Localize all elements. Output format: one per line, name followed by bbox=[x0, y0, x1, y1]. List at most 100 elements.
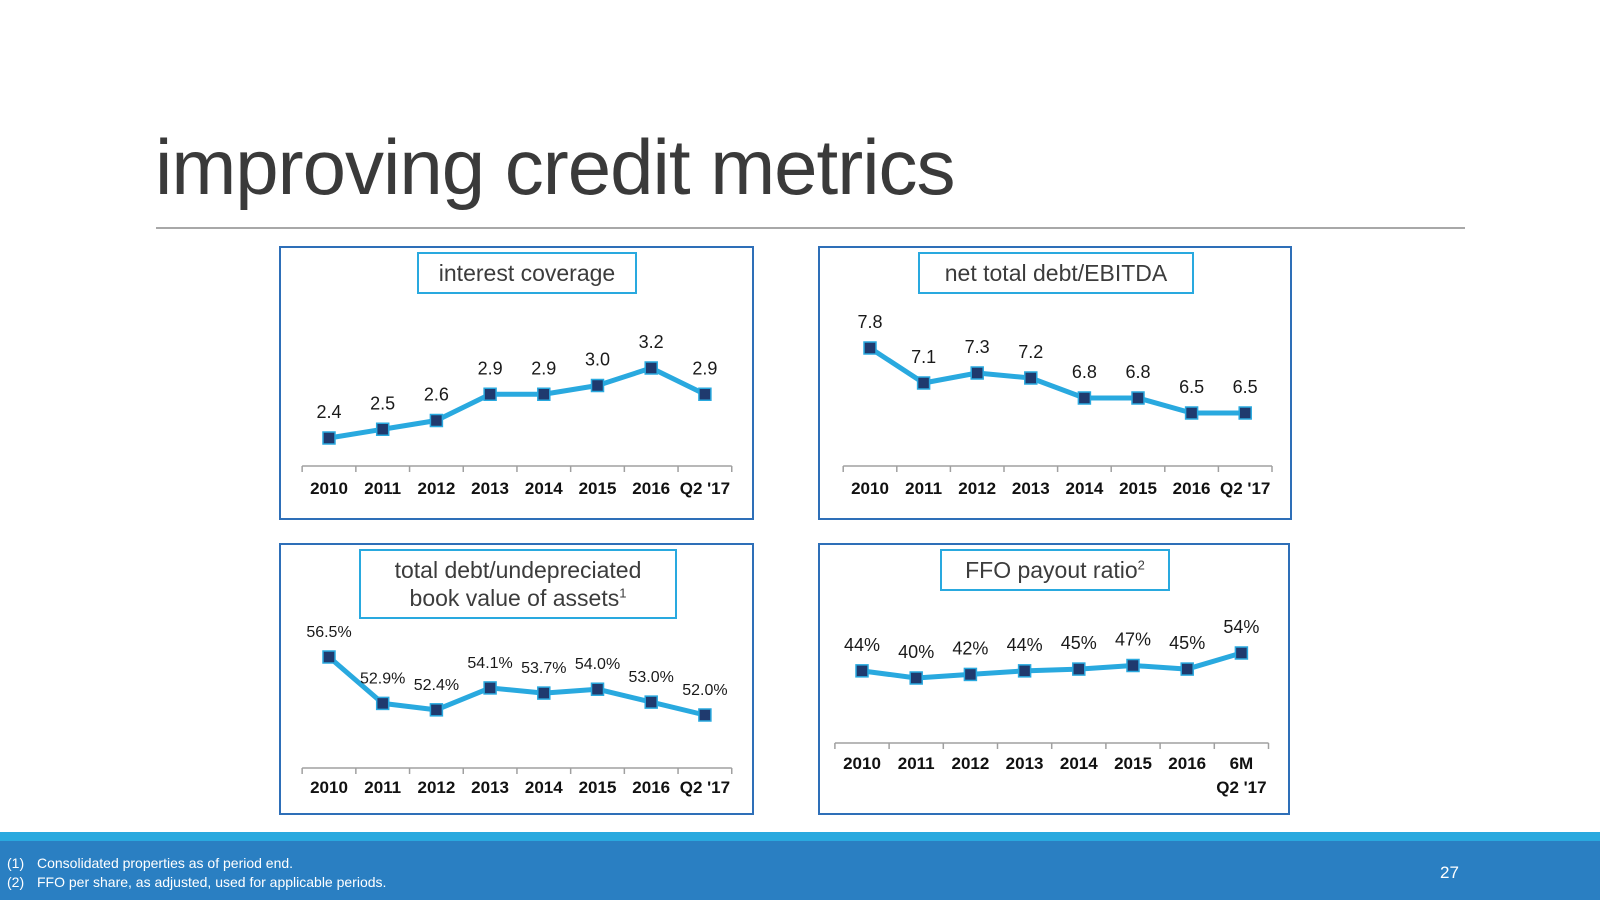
x-tick-label: 2010 bbox=[310, 778, 348, 797]
data-label: 54% bbox=[1223, 617, 1259, 637]
footnote-2: (2) FFO per share, as adjusted, used for … bbox=[7, 873, 386, 892]
x-tick-label: 2016 bbox=[632, 778, 670, 797]
x-tick-label: 2013 bbox=[471, 778, 509, 797]
data-label: 53.0% bbox=[629, 669, 674, 686]
data-label: 2.5 bbox=[370, 393, 395, 413]
x-tick-label: 2015 bbox=[1114, 754, 1152, 773]
data-label: 7.2 bbox=[1018, 342, 1043, 362]
data-label: 52.4% bbox=[414, 677, 459, 694]
x-tick-label: 2011 bbox=[364, 479, 401, 498]
chart-panel-debt-book-value: total debt/undepreciated book value of a… bbox=[279, 543, 754, 815]
data-point-marker bbox=[916, 376, 931, 390]
data-point-marker bbox=[698, 708, 712, 722]
data-point-marker bbox=[644, 361, 658, 375]
x-tick-label: 2010 bbox=[851, 479, 889, 498]
data-point-marker bbox=[1184, 406, 1199, 420]
data-label: 54.0% bbox=[575, 656, 620, 673]
chart-title-debt-book-value: total debt/undepreciated book value of a… bbox=[359, 549, 677, 619]
data-point-marker bbox=[483, 387, 497, 401]
data-point-marker bbox=[375, 696, 390, 711]
x-tick-label: 2010 bbox=[310, 479, 348, 498]
chart-title-net-debt-ebitda: net total debt/EBITDA bbox=[918, 252, 1194, 294]
data-point-marker bbox=[855, 664, 869, 678]
x-tick-label: 2014 bbox=[525, 778, 563, 797]
chart-title-line1: total debt/undepreciated bbox=[394, 557, 642, 583]
x-tick-label: 6M bbox=[1230, 754, 1254, 773]
title-divider bbox=[156, 227, 1465, 229]
data-point-marker bbox=[322, 431, 336, 445]
data-point-marker bbox=[1072, 662, 1086, 676]
data-label: 3.2 bbox=[639, 332, 664, 352]
data-point-marker bbox=[1238, 406, 1252, 420]
data-point-marker bbox=[537, 387, 551, 401]
data-point-marker bbox=[429, 413, 444, 428]
x-tick-label: 2011 bbox=[364, 778, 401, 797]
chart-title-interest-coverage: interest coverage bbox=[417, 252, 637, 294]
data-point-marker bbox=[1024, 371, 1038, 385]
data-point-marker bbox=[1017, 664, 1032, 678]
footnote-mark: (1) bbox=[7, 855, 25, 871]
data-point-marker bbox=[590, 682, 605, 696]
data-point-marker bbox=[963, 667, 978, 682]
x-tick-label: 2016 bbox=[1168, 754, 1206, 773]
data-label: 45% bbox=[1169, 633, 1205, 653]
data-label: 6.8 bbox=[1125, 362, 1150, 382]
footnote-ref-1: 1 bbox=[619, 585, 627, 601]
data-label: 6.5 bbox=[1179, 377, 1204, 397]
chart-title-ffo-payout: FFO payout ratio2 bbox=[940, 549, 1170, 591]
series-line bbox=[861, 650, 1243, 681]
chart-panel-interest-coverage: interest coverage 2.4 2.5 2.6 2.9 2.9 3.0 3.2 2… bbox=[279, 246, 754, 520]
x-tick-label: 2012 bbox=[417, 479, 455, 498]
x-tick-label: 2015 bbox=[1119, 479, 1157, 498]
footnote-ref-2: 2 bbox=[1137, 557, 1145, 573]
chart-panel-net-debt-ebitda: net total debt/EBITDA 7.8 7.1 7.3 7.2 6.8 6.8… bbox=[818, 246, 1292, 520]
data-label: 2.9 bbox=[692, 358, 717, 378]
footnotes: (1) Consolidated properties as of period … bbox=[7, 854, 386, 892]
data-point-marker bbox=[483, 681, 497, 695]
x-tick-label: 2013 bbox=[1006, 754, 1044, 773]
data-label: 3.0 bbox=[585, 350, 610, 370]
x-tick-label: 2014 bbox=[1065, 479, 1103, 498]
data-label: 44% bbox=[1007, 635, 1043, 655]
x-tick-label: 2012 bbox=[951, 754, 989, 773]
x-tick-label: Q2 '17 bbox=[680, 479, 730, 498]
series-line bbox=[868, 345, 1246, 416]
data-label: 2.9 bbox=[531, 358, 556, 378]
x-tick-label: 2010 bbox=[843, 754, 881, 773]
series-line bbox=[327, 655, 706, 718]
x-tick-label: 2011 bbox=[905, 479, 942, 498]
data-point-marker bbox=[970, 366, 984, 380]
chart-title-text: interest coverage bbox=[438, 260, 616, 286]
data-point-marker bbox=[1234, 646, 1249, 660]
data-point-marker bbox=[909, 671, 923, 685]
series-line bbox=[328, 365, 706, 441]
footnote-text: FFO per share, as adjusted, used for app… bbox=[37, 874, 387, 890]
data-label: 2.6 bbox=[424, 385, 449, 405]
chart-svg-ffo-payout: 44% 40% 42% 44% 45% 47% 45% 54% 2010 2011 2012 2013… bbox=[834, 617, 1270, 797]
x-tick-label: 2013 bbox=[471, 479, 509, 498]
data-label: 7.8 bbox=[857, 312, 882, 332]
x-tick-label: 2013 bbox=[1012, 479, 1050, 498]
data-label: 52.0% bbox=[682, 682, 727, 699]
data-label: 42% bbox=[952, 638, 988, 658]
data-point-marker bbox=[698, 387, 712, 401]
x-tick-label: 2012 bbox=[417, 778, 455, 797]
data-point-marker bbox=[375, 422, 390, 436]
data-label: 40% bbox=[898, 642, 934, 662]
data-label: 52.9% bbox=[360, 670, 405, 687]
footer-band: (1) Consolidated properties as of period … bbox=[0, 832, 1600, 900]
data-point-marker bbox=[644, 695, 658, 709]
x-tick-label: Q2 '17 bbox=[1220, 479, 1270, 498]
data-label: 56.5% bbox=[306, 624, 351, 641]
data-label: 44% bbox=[844, 635, 880, 655]
x-tick-label: 2011 bbox=[898, 754, 935, 773]
page-number: 27 bbox=[1440, 863, 1459, 882]
x-tick-label: 2016 bbox=[1173, 479, 1211, 498]
data-label: 6.5 bbox=[1233, 377, 1258, 397]
data-label: 53.7% bbox=[521, 660, 566, 677]
x-tick-label: 2016 bbox=[632, 479, 670, 498]
data-label: 45% bbox=[1061, 633, 1097, 653]
chart-title-text: FFO payout ratio2 bbox=[965, 557, 1145, 583]
data-label: 54.1% bbox=[467, 655, 512, 672]
x-tick-label: 2012 bbox=[958, 479, 996, 498]
